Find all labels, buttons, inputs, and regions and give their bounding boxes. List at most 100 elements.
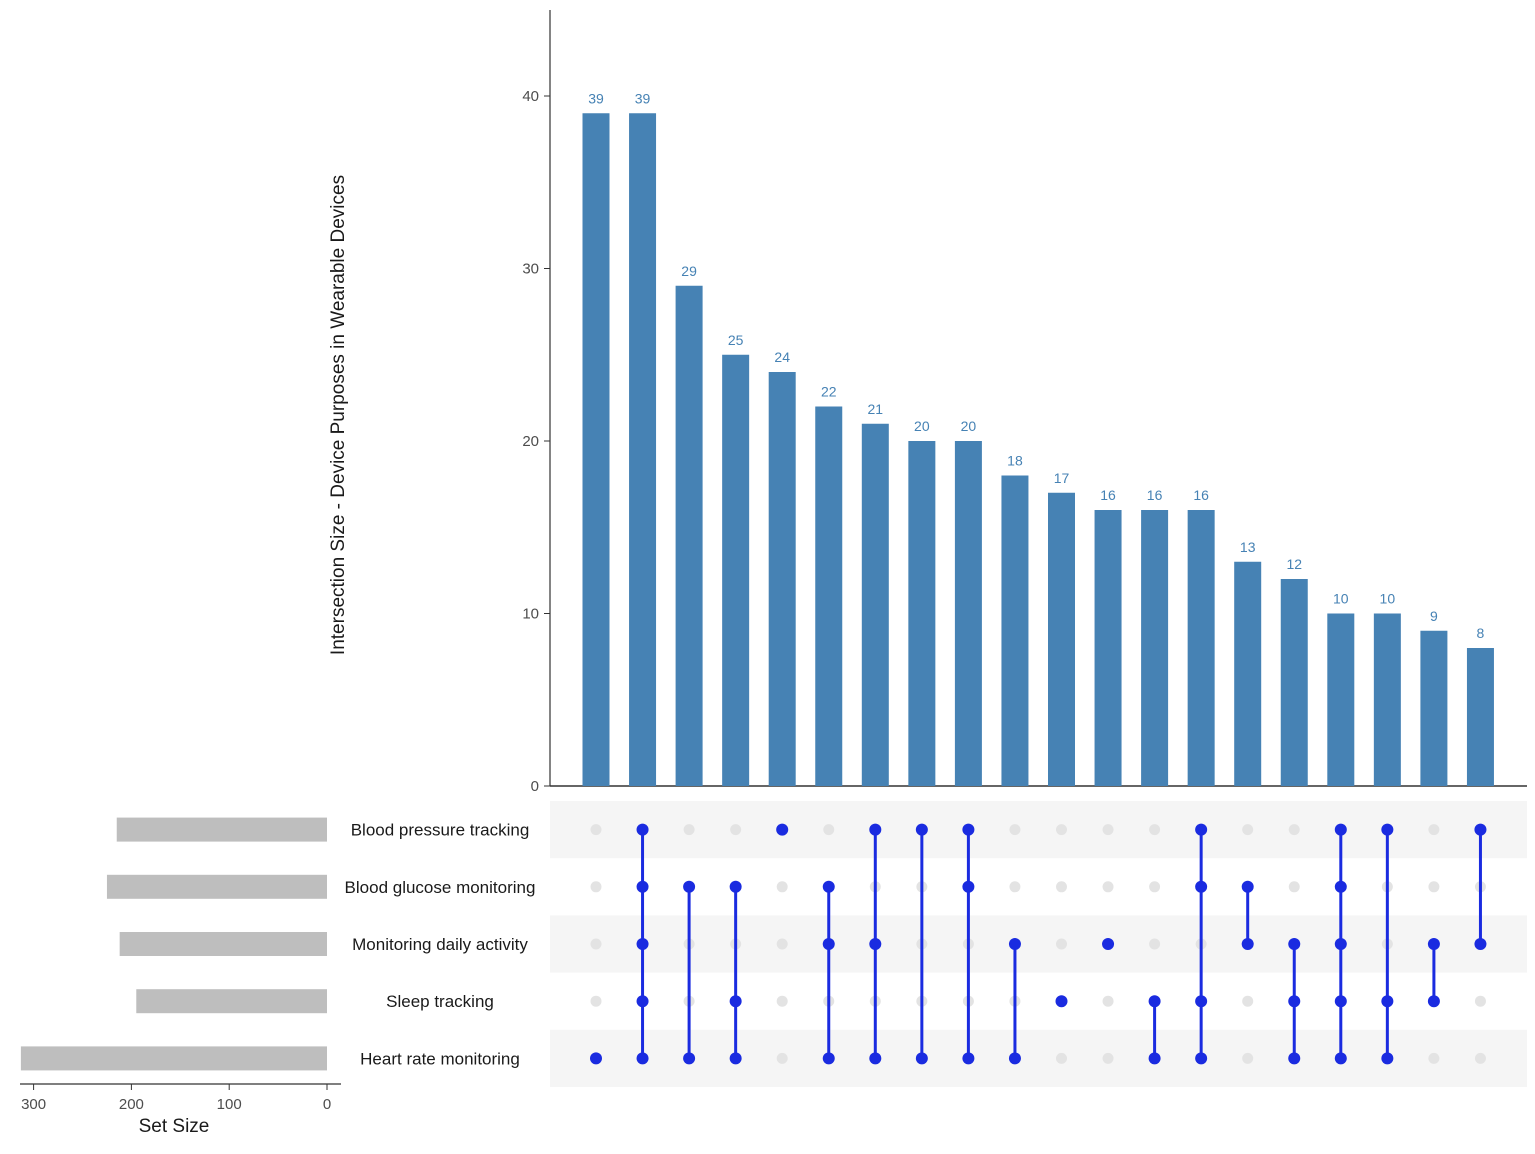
matrix-dot-active	[915, 823, 928, 836]
matrix-dot-active	[1102, 938, 1115, 950]
matrix-dot-active	[683, 880, 696, 893]
matrix-dot-active	[915, 1052, 928, 1065]
set-size-tick-label: 200	[119, 1096, 144, 1113]
matrix-dot-active	[1148, 995, 1161, 1008]
matrix-dot-inactive	[1149, 938, 1161, 950]
set-label: Blood pressure tracking	[351, 821, 530, 840]
matrix-dot-active	[636, 880, 649, 893]
set-size-bar	[116, 817, 327, 842]
matrix-dot-active	[1288, 938, 1301, 950]
matrix-dot-inactive	[1102, 1052, 1114, 1064]
matrix-dot-active	[962, 880, 975, 893]
matrix-dot-active	[1334, 938, 1347, 950]
intersection-bar-label: 29	[681, 263, 697, 279]
set-label: Monitoring daily activity	[352, 935, 528, 954]
matrix-dot-inactive	[1056, 881, 1067, 893]
matrix-dot-active	[1195, 1052, 1208, 1065]
set-size-axis-title: Set Size	[139, 1116, 210, 1137]
matrix-dot-active	[1055, 995, 1068, 1008]
matrix-dot-active	[1381, 823, 1394, 836]
matrix-dot-inactive	[1428, 1052, 1440, 1064]
intersection-bar-label: 16	[1147, 487, 1163, 503]
matrix-dot-inactive	[1474, 1052, 1486, 1064]
y-tick-label: 10	[522, 606, 539, 623]
intersection-bar	[1001, 475, 1029, 786]
set-size-bar	[20, 1046, 328, 1071]
matrix-dot-active	[590, 1052, 602, 1065]
set-size-tick-label: 0	[323, 1096, 331, 1113]
set-size-tick-label: 100	[217, 1096, 242, 1113]
intersection-bar	[675, 285, 703, 786]
matrix-dot-inactive	[776, 1052, 788, 1064]
intersection-bar-label: 16	[1193, 487, 1209, 503]
matrix-dot-inactive	[1009, 824, 1021, 836]
matrix-dot-active	[1334, 880, 1347, 893]
matrix-stripe	[550, 915, 1527, 973]
set-size-bar	[106, 874, 327, 899]
matrix-dot-inactive	[1428, 881, 1440, 893]
matrix-dot-inactive	[1149, 824, 1161, 836]
matrix-dot-active	[1008, 938, 1021, 950]
matrix-dot-inactive	[1242, 1052, 1254, 1064]
intersection-bar	[1094, 510, 1122, 786]
matrix-dot-inactive	[776, 938, 788, 950]
intersection-bar	[1234, 561, 1262, 786]
matrix-dot-inactive	[590, 881, 602, 893]
matrix-dot-active	[1474, 823, 1487, 836]
matrix-dot-active	[729, 995, 742, 1008]
matrix-dot-active	[1288, 995, 1301, 1008]
matrix-dot-active	[822, 938, 835, 950]
intersection-bar	[954, 441, 982, 786]
intersection-bar-label: 39	[588, 90, 604, 106]
intersection-bar	[1141, 510, 1169, 786]
intersection-bar-label: 24	[774, 349, 790, 365]
intersection-bar	[1466, 648, 1494, 786]
intersection-bar-label: 18	[1007, 453, 1023, 469]
intersection-bar-label: 20	[914, 418, 930, 434]
matrix-dot-inactive	[1242, 995, 1254, 1007]
matrix-dot-inactive	[1102, 995, 1114, 1007]
y-tick-label: 20	[522, 433, 539, 450]
matrix-dot-active	[869, 938, 882, 950]
intersection-bar	[1280, 579, 1308, 786]
intersection-bar-label: 22	[821, 384, 837, 400]
matrix-dot-inactive	[1056, 1052, 1067, 1064]
matrix-dot-active	[1195, 880, 1208, 893]
intersection-bar	[1048, 492, 1075, 786]
matrix-dot-inactive	[1288, 881, 1300, 893]
matrix-stripe	[550, 801, 1527, 859]
matrix-dot-active	[1427, 995, 1440, 1008]
intersection-bar-label: 25	[728, 332, 744, 348]
set-size-bar	[119, 932, 327, 956]
intersection-bar	[582, 113, 610, 786]
y-tick-label: 40	[522, 88, 539, 105]
intersection-bar-label: 10	[1333, 591, 1349, 607]
matrix-dot-active	[729, 880, 742, 893]
intersection-bar	[1327, 613, 1355, 786]
matrix-dot-active	[1334, 823, 1347, 836]
matrix-dot-inactive	[1242, 824, 1254, 836]
matrix-dot-active	[636, 938, 649, 950]
matrix-dot-active	[1148, 1052, 1161, 1065]
intersection-bar	[1373, 613, 1401, 786]
intersection-bar-label: 9	[1430, 608, 1438, 624]
matrix-dot-inactive	[1428, 824, 1440, 836]
matrix-dot-active	[729, 1052, 742, 1065]
matrix-dot-active	[1334, 995, 1347, 1008]
matrix-dot-inactive	[590, 995, 602, 1007]
matrix-dot-inactive	[1102, 881, 1114, 893]
matrix-dot-active	[869, 823, 882, 836]
intersection-bar	[1187, 510, 1215, 786]
intersection-bar-label: 20	[961, 418, 977, 434]
matrix-dot-active	[1381, 995, 1394, 1008]
y-tick-label: 0	[531, 778, 539, 795]
matrix-dot-active	[776, 823, 789, 836]
matrix-dot-active	[683, 1052, 696, 1065]
set-label: Heart rate monitoring	[360, 1049, 520, 1068]
matrix-dot-active	[1288, 1052, 1301, 1065]
y-axis-title: Intersection Size - Device Purposes in W…	[328, 175, 349, 655]
intersection-bar	[815, 406, 843, 786]
matrix-dot-inactive	[1056, 824, 1067, 836]
matrix-dot-inactive	[1288, 824, 1300, 836]
